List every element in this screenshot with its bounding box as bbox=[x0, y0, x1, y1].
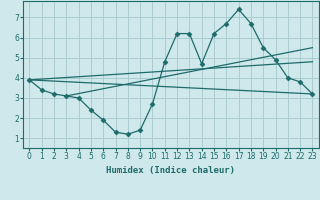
X-axis label: Humidex (Indice chaleur): Humidex (Indice chaleur) bbox=[107, 166, 236, 175]
